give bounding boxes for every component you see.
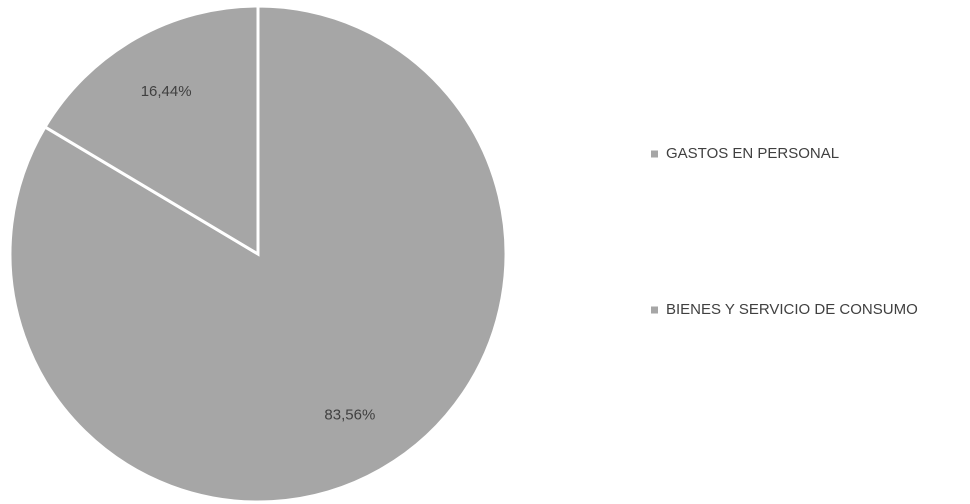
legend-label: GASTOS EN PERSONAL	[666, 145, 839, 162]
data-label: 16,44%	[141, 83, 192, 100]
pie-slice	[42, 4, 260, 257]
data-label: 83,56%	[324, 407, 375, 424]
legend-label: BIENES Y SERVICIO DE CONSUMO	[666, 301, 918, 318]
legend-swatch	[651, 150, 658, 158]
legend-swatch	[651, 306, 658, 314]
